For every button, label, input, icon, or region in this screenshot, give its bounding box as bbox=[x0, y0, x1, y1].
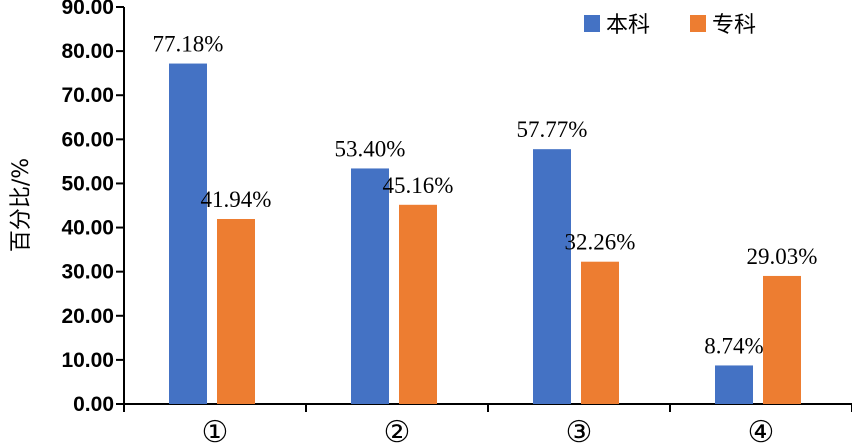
x-category-label: ① bbox=[202, 415, 229, 446]
data-label: 41.94% bbox=[201, 187, 272, 212]
bar-zhuanke bbox=[399, 204, 437, 404]
y-tick-label: 50.00 bbox=[61, 172, 114, 195]
data-label: 32.26% bbox=[565, 230, 636, 255]
x-category-label: ② bbox=[384, 415, 411, 446]
legend-label: 本科 bbox=[606, 13, 650, 38]
x-category-label: ③ bbox=[566, 415, 593, 446]
x-category-label: ④ bbox=[748, 415, 775, 446]
y-tick-label: 30.00 bbox=[61, 261, 114, 284]
data-label: 57.77% bbox=[517, 117, 588, 142]
bar-zhuanke bbox=[763, 275, 801, 404]
y-tick-label: 60.00 bbox=[61, 128, 114, 151]
bar-benke bbox=[169, 63, 207, 404]
data-label: 77.18% bbox=[153, 32, 224, 57]
data-label: 53.40% bbox=[335, 136, 406, 161]
y-tick-label: 20.00 bbox=[61, 305, 114, 328]
legend-label: 专科 bbox=[712, 13, 756, 38]
y-tick-label: 40.00 bbox=[61, 217, 114, 240]
legend: 本科 专科 bbox=[584, 13, 756, 38]
y-tick-label: 70.00 bbox=[61, 84, 114, 107]
legend-swatch bbox=[690, 15, 706, 32]
y-tick-label: 90.00 bbox=[61, 0, 114, 19]
bars: 77.18% 53.40% 57.77% 8.74% 41.94% 45.16% 32.26… bbox=[153, 32, 818, 404]
y-tick-label: 0.00 bbox=[73, 393, 114, 416]
legend-swatch bbox=[584, 15, 600, 32]
bar-benke bbox=[533, 149, 571, 404]
axes: 0.00 10.00 20.00 30.00 40.00 50.00 60.00 70.00 8… bbox=[61, 0, 852, 446]
bar-zhuanke bbox=[581, 261, 619, 404]
bar-zhuanke bbox=[217, 218, 255, 404]
y-axis-label: 百分比/% bbox=[9, 158, 34, 252]
bar-benke bbox=[715, 365, 753, 404]
bar-benke bbox=[351, 168, 389, 404]
data-label: 29.03% bbox=[747, 244, 818, 269]
y-tick-label: 10.00 bbox=[61, 349, 114, 372]
y-tick-label: 80.00 bbox=[61, 40, 114, 63]
data-label: 8.74% bbox=[704, 333, 763, 358]
data-label: 45.16% bbox=[383, 173, 454, 198]
